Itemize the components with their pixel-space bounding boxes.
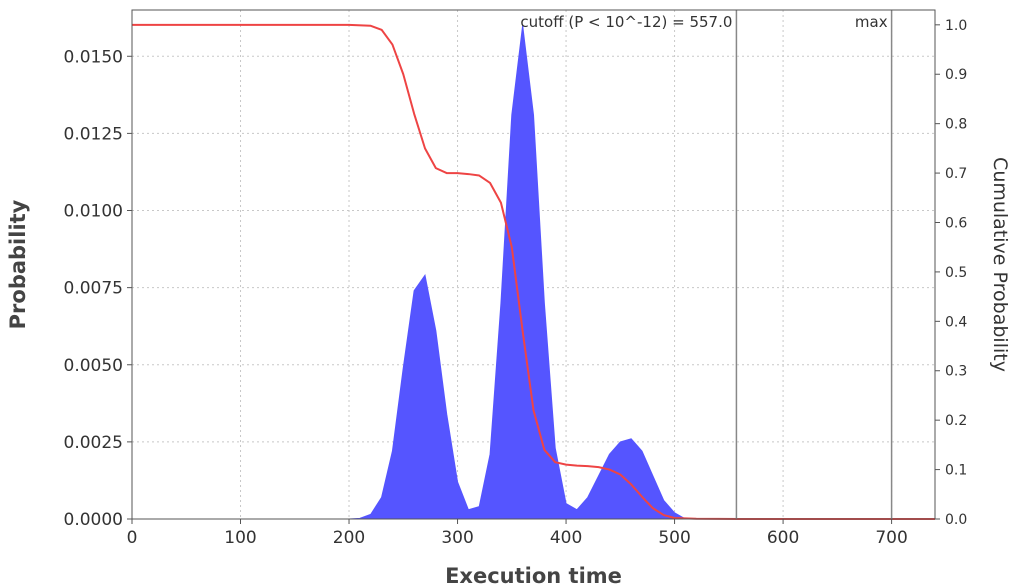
- y2-axis-title: Cumulative Probability: [989, 157, 1011, 372]
- marker-label: max: [855, 13, 888, 31]
- y-axis-ticks: 0.0000 0.0025 0.0050 0.0075 0.0100 0.0125 0.01…: [64, 47, 132, 530]
- y-tick-label: 0.0100: [64, 202, 123, 222]
- y2-tick-label: 0.7: [945, 166, 967, 182]
- marker-layer: cutoff (P < 10^-12) = 557.0 max: [520, 10, 893, 519]
- y2-tick-label: 0.6: [945, 215, 967, 231]
- y2-tick-label: 0.2: [945, 413, 967, 429]
- x-tick-label: 400: [550, 528, 582, 548]
- plot-border: [131, 9, 936, 520]
- y2-axis-ticks: 0.0 0.1 0.2 0.3 0.4 0.5 0.6 0.7 0.8 0.9 1.0: [935, 18, 967, 528]
- y2-tick-label: 0.5: [945, 265, 967, 281]
- x-tick-label: 300: [441, 528, 473, 548]
- y-tick-label: 0.0000: [64, 510, 123, 530]
- cumulative-line: [132, 23, 935, 520]
- y2-tick-label: 0.3: [945, 364, 967, 380]
- y-tick-label: 0.0125: [64, 124, 123, 144]
- x-tick-label: 0: [127, 528, 138, 548]
- x-tick-label: 500: [658, 528, 690, 548]
- x-axis-ticks: 0 100 200 300 400 500 600 700: [127, 519, 908, 548]
- y-axis-title: Probability: [6, 199, 30, 329]
- y-tick-label: 0.0150: [64, 47, 123, 67]
- y2-tick-label: 0.1: [945, 463, 967, 479]
- y2-tick-label: 0.9: [945, 67, 967, 83]
- x-tick-label: 200: [333, 528, 365, 548]
- y-tick-label: 0.0025: [64, 433, 123, 453]
- y2-tick-label: 0.4: [945, 314, 967, 330]
- y-tick-label: 0.0075: [64, 279, 123, 299]
- marker-label: cutoff (P < 10^-12) = 557.0: [520, 13, 732, 31]
- x-tick-label: 100: [224, 528, 256, 548]
- y2-tick-label: 0.0: [945, 512, 967, 528]
- y2-tick-label: 1.0: [945, 18, 967, 34]
- x-tick-label: 700: [875, 528, 907, 548]
- cumulative-line-layer: [131, 23, 936, 520]
- x-tick-label: 600: [767, 528, 799, 548]
- x-axis-title: Execution time: [445, 564, 622, 587]
- y2-tick-label: 0.8: [945, 117, 967, 133]
- y-tick-label: 0.0050: [64, 356, 123, 376]
